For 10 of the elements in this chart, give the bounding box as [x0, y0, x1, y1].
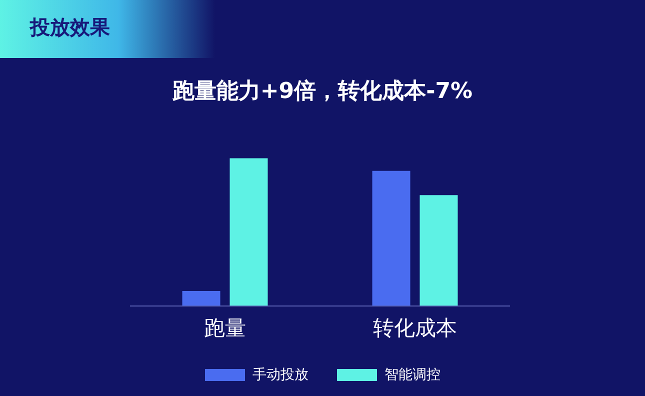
x-tick-label: 跑量: [204, 316, 246, 340]
bar: [420, 195, 458, 306]
chart-title: 投放效果: [30, 14, 110, 41]
x-tick-label: 转化成本: [373, 316, 457, 340]
bar: [230, 158, 268, 306]
legend-label: 智能调控: [384, 366, 440, 384]
chart-subtitle: 跑量能力+9倍，转化成本-7%: [171, 78, 474, 106]
bar: [182, 291, 220, 306]
bar: [372, 170, 410, 306]
legend-label: 手动投放: [252, 366, 308, 384]
